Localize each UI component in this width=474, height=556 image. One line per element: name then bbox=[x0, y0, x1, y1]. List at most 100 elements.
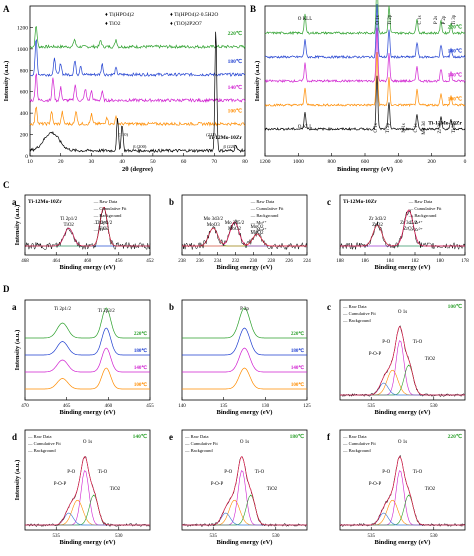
panel-letter: b bbox=[169, 197, 174, 207]
y-tick-label: 1200 bbox=[17, 25, 28, 31]
y-tick-label: 1000 bbox=[17, 47, 28, 53]
panel-letter: c bbox=[327, 197, 331, 207]
component-peak bbox=[25, 227, 150, 247]
peak-label: Zr 3d bbox=[438, 122, 443, 133]
legend-entry: — Raw Data bbox=[342, 304, 367, 309]
legend-entry: — Mo⁶⁺ bbox=[250, 220, 267, 225]
component-peak bbox=[182, 499, 307, 526]
legend-entry: — Cumulative Fit bbox=[342, 441, 377, 446]
series-label: 140℃ bbox=[291, 364, 305, 371]
component-peak bbox=[340, 470, 465, 526]
axes-frame bbox=[339, 299, 466, 401]
legend-entry: ♦ TiO2 bbox=[105, 21, 121, 27]
component-peak bbox=[340, 340, 465, 396]
peak-label: O KLL bbox=[298, 17, 313, 22]
series-label: 180℃ bbox=[228, 58, 243, 65]
series-label: 140℃ bbox=[134, 364, 148, 371]
panel-letter: f bbox=[327, 432, 331, 442]
peak-label: Ti 2p bbox=[388, 14, 393, 25]
series-label: 220℃ bbox=[291, 330, 305, 337]
component-peak bbox=[25, 499, 150, 526]
peak-label: Mo 3d3/2 bbox=[203, 217, 223, 222]
x-tick-label: 70 bbox=[212, 159, 218, 165]
series-line bbox=[182, 327, 307, 356]
legend-entry: — Background bbox=[27, 448, 56, 453]
x-tick-label: 200 bbox=[428, 159, 437, 165]
panel-c-a: 468 464 460 456 452 Binding energy (eV) Intens… bbox=[14, 194, 154, 271]
series-label: 180℃ bbox=[448, 48, 463, 55]
cumulative-fit-line bbox=[340, 456, 465, 526]
annotation: (211) bbox=[206, 132, 216, 137]
peak-label: TiO2 bbox=[110, 487, 121, 492]
peak-label: O 1s bbox=[83, 440, 92, 445]
x-tick-label: 60 bbox=[181, 159, 187, 165]
x-tick-label: 530 bbox=[115, 534, 123, 539]
x-tick-label: 238 bbox=[178, 259, 186, 264]
series-line bbox=[25, 327, 150, 356]
peak-label: MoO2 bbox=[250, 225, 264, 230]
x-tick-label: 186 bbox=[361, 259, 369, 264]
legend-entry: — Cumulative Fit bbox=[184, 441, 219, 446]
y-axis-label: Intensity (a.u.) bbox=[254, 61, 261, 102]
inner-title: 140℃ bbox=[133, 433, 148, 440]
legend-entry: — Background bbox=[250, 213, 279, 218]
legend-entry: — Raw Data bbox=[27, 434, 52, 439]
x-tick-label: 20 bbox=[58, 159, 64, 165]
peak-label: P-O-P bbox=[54, 482, 67, 487]
x-tick-label: 470 bbox=[21, 404, 29, 409]
series-label: 220℃ bbox=[448, 24, 463, 31]
x-axis-label: Binding energy (eV) bbox=[375, 264, 431, 271]
legend-entry: — Background bbox=[184, 448, 213, 453]
x-tick-label: 135 bbox=[220, 404, 228, 409]
peak-label: Zr 3d5/2 bbox=[400, 221, 418, 226]
panel-letter: d bbox=[12, 432, 17, 442]
series-label: 100℃ bbox=[448, 96, 463, 103]
peak-label: Ti-O bbox=[413, 340, 423, 345]
y-tick-label: 800 bbox=[20, 68, 29, 74]
legend-entry: ♦ Ti(HPO4)2·0.5H2O bbox=[170, 11, 218, 18]
peak-label: Ti-O bbox=[98, 470, 108, 475]
series-label: 140℃ bbox=[448, 72, 463, 79]
peak-label: P-O-P bbox=[211, 482, 224, 487]
legend-entry: — Cumulative Fit bbox=[250, 206, 285, 211]
series-line bbox=[182, 367, 307, 390]
peak-label: Zr 3d3/2 bbox=[369, 217, 387, 222]
peak-label: MoO2 bbox=[250, 231, 264, 236]
peak-label: P-O bbox=[224, 470, 232, 475]
x-tick-label: 130 bbox=[262, 404, 270, 409]
axes-frame bbox=[29, 5, 246, 157]
legend-entry: ♦ Ti(HPO4)2 bbox=[105, 11, 134, 18]
peak-label: Ti 2p1/2 bbox=[54, 307, 71, 312]
x-tick-label: 180 bbox=[436, 259, 444, 264]
x-tick-label: 10 bbox=[27, 159, 33, 165]
raw-data-line bbox=[181, 218, 308, 250]
x-tick-label: 800 bbox=[328, 159, 337, 165]
peak-label: O 1s bbox=[374, 123, 379, 132]
x-tick-label: 400 bbox=[394, 159, 403, 165]
x-tick-label: 182 bbox=[411, 259, 419, 264]
legend-entry: — Cumulative Fit bbox=[27, 441, 62, 446]
peak-label: O 1s bbox=[376, 15, 381, 24]
x-tick-label: 234 bbox=[214, 259, 222, 264]
x-tick-label: 232 bbox=[232, 259, 240, 264]
section-label-a: A bbox=[3, 4, 10, 14]
x-tick-label: 600 bbox=[361, 159, 370, 165]
x-tick-label: 535 bbox=[210, 534, 218, 539]
series-line bbox=[25, 347, 150, 373]
peak-label: TiO2 bbox=[267, 487, 278, 492]
series-line bbox=[29, 26, 246, 50]
cumulative-fit-line bbox=[182, 456, 307, 526]
peak-label: C 1s bbox=[418, 15, 423, 24]
legend-entry: — Raw Data bbox=[342, 434, 367, 439]
axes-frame bbox=[181, 194, 308, 256]
series-line bbox=[182, 307, 307, 339]
peak-label: Ti 3p bbox=[452, 122, 457, 133]
x-axis-label: Binding energy (eV) bbox=[60, 264, 116, 271]
x-tick-label: 50 bbox=[150, 159, 156, 165]
x-axis-label: Binding energy (eV) bbox=[375, 409, 431, 416]
series-line bbox=[264, 51, 466, 108]
component-peak bbox=[25, 207, 150, 247]
peak-label: Ti 2p1/2 bbox=[60, 217, 77, 222]
x-tick-label: 465 bbox=[63, 404, 71, 409]
